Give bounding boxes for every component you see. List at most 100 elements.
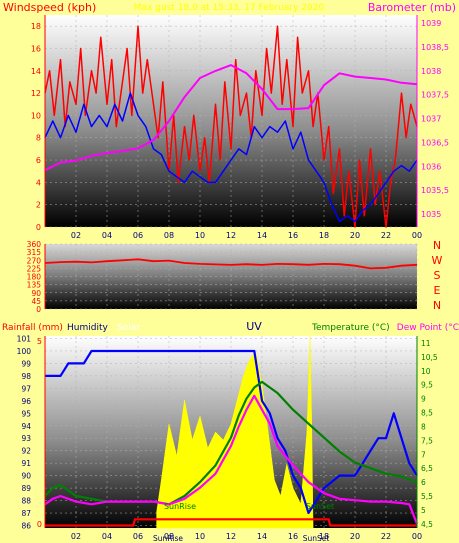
direction-grid: [45, 243, 418, 310]
windspeed-tick-label: 12: [31, 89, 41, 98]
barometer-tick-label: 1036: [421, 162, 441, 171]
humidity-tick-label: 98: [21, 372, 31, 381]
wind-x-tick-label: 14: [257, 231, 267, 240]
temperature-tick-label: 10: [421, 367, 431, 376]
humidity-tick-label: 86: [21, 522, 31, 531]
windspeed-tick-label: 4: [36, 178, 41, 187]
temp-grid: [45, 336, 418, 528]
temp-x-tick-label: 10: [195, 532, 205, 541]
humidity-tick-label: 91: [21, 459, 31, 468]
temp-x-tick-label: 06: [133, 532, 143, 541]
solar-label: Solar: [117, 323, 140, 333]
windspeed-tick-label: 8: [36, 134, 41, 143]
compass-label: N: [433, 239, 441, 252]
barometer-tick-label: 1037,5: [421, 91, 449, 100]
barometer-tick-label: 1039: [421, 19, 441, 28]
humidity-tick-label: 93: [21, 434, 31, 443]
humidity-tick-label: 99: [21, 359, 31, 368]
humidity-tick-label: 92: [21, 447, 31, 456]
humidity-tick-label: 96: [21, 397, 31, 406]
sunrise-axis-label: SunRise: [153, 534, 183, 543]
humidity-line: [45, 349, 418, 515]
temperature-tick-label: 5: [421, 506, 426, 515]
sunset-marker-label: SunSet: [306, 502, 334, 511]
rainfall-tick-label: 5: [37, 337, 42, 346]
wind-grid: [45, 15, 418, 228]
temperature-line: [44, 380, 418, 506]
windspeed-tick-label: 2: [36, 201, 41, 210]
dewpoint-label: Dew Point (°C: [397, 323, 459, 333]
temp-x-tick-label: 16: [288, 532, 298, 541]
temperature-tick-label: 8: [421, 422, 426, 431]
barometer-line: [44, 64, 418, 172]
direction-tick-label: 360: [27, 240, 42, 249]
humidity-tick-label: 101: [17, 334, 32, 343]
temp-series: [44, 349, 419, 527]
uv-label: UV: [246, 320, 262, 333]
humidity-tick-label: 89: [21, 484, 31, 493]
direction-series: [44, 258, 418, 270]
compass-label: N: [433, 299, 441, 312]
temp-x-tick-label: 00: [412, 532, 422, 541]
humidity-tick-label: 87: [21, 509, 31, 518]
wind-x-tick-label: 22: [381, 231, 391, 240]
windspeed-axis: 0 2 4 6 8 10 12 14 16 18: [31, 22, 41, 232]
windspeed-tick-label: 14: [31, 67, 41, 76]
temp-x-tick-label: 02: [71, 532, 81, 541]
solar-area: [156, 335, 314, 529]
humidity-tick-label: 88: [21, 497, 31, 506]
sunset-axis-label: SunSet: [303, 534, 330, 543]
humidity-tick-label: 97: [21, 384, 31, 393]
temperature-tick-label: 5,5: [421, 492, 433, 501]
temperature-tick-label: 8,5: [421, 409, 433, 418]
humidity-axis: 86 87 88 89 90 91 92 93 94 95 96 97 98 99 100 101: [17, 334, 32, 530]
temperature-tick-label: 7,5: [421, 436, 433, 445]
temperature-tick-label: 6,5: [421, 464, 433, 473]
barometer-tick-label: 1035,5: [421, 186, 449, 195]
temperature-tick-label: 9: [421, 395, 426, 404]
temp-x-tick-label: 12: [226, 532, 236, 541]
wind-x-tick-label: 02: [71, 231, 81, 240]
compass-label: E: [434, 284, 441, 297]
windspeed-label: Windspeed (kph): [3, 1, 96, 14]
direction-tick-label: 0: [36, 305, 41, 314]
wind-x-tick-label: 08: [164, 231, 174, 240]
wind-x-axis: 02 04 06 08 10 12 14 16 18 20 22 00: [71, 231, 422, 240]
windspeed-tick-label: 16: [31, 44, 41, 53]
humidity-tick-label: 94: [21, 422, 31, 431]
barometer-tick-label: 1038: [421, 67, 441, 76]
wind-x-tick-label: 06: [133, 231, 143, 240]
sunrise-marker-label: SunRise: [164, 502, 196, 511]
rainfall-line: [45, 518, 417, 527]
direction-tick-label: 90: [31, 289, 41, 298]
compass-label: W: [432, 254, 443, 267]
wind-x-tick-label: 16: [288, 231, 298, 240]
wind-x-tick-label: 10: [195, 231, 205, 240]
chart-title: Max gust 18,0 at 15:33, 17 February 2020: [134, 3, 325, 13]
wind_avg-line: [44, 92, 418, 223]
compass-label: S: [434, 269, 441, 282]
temperature-axis: 4,5 5 5,5 6 6,5 7 7,5 8 8,5 9 9,5 10 10,5 11: [421, 339, 438, 529]
solar-series: [156, 335, 314, 529]
temp-x-tick-label: 04: [102, 532, 112, 541]
direction-line: [44, 258, 418, 270]
temp-x-tick-label: 08: [164, 532, 174, 541]
barometer-tick-label: 1037: [421, 115, 441, 124]
wind-x-tick-label: 00: [412, 231, 422, 240]
barometer-tick-label: 1036,5: [421, 138, 449, 147]
barometer-tick-label: 1035: [421, 210, 441, 219]
temperature-tick-label: 4,5: [421, 520, 433, 529]
wind-x-tick-label: 20: [350, 231, 360, 240]
wind-x-tick-label: 12: [226, 231, 236, 240]
temperature-label: Temperature (°C): [311, 323, 390, 333]
windspeed-tick-label: 18: [31, 22, 41, 31]
windspeed-tick-label: 6: [36, 156, 41, 165]
barometer-tick-label: 1038,5: [421, 43, 449, 52]
direction-tick-label: 180: [27, 273, 42, 282]
rainfall-label: Rainfall (mm): [2, 323, 63, 333]
temperature-tick-label: 9,5: [421, 381, 433, 390]
